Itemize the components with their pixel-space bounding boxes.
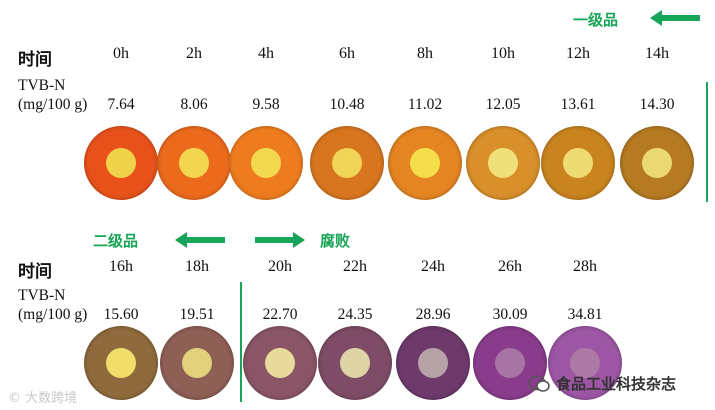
tvbn-value: 34.81 <box>567 306 603 323</box>
divider-line <box>706 82 708 202</box>
tvbn-value: 9.58 <box>252 96 280 113</box>
indicator-disc <box>229 126 303 200</box>
tvbn-value: 8.06 <box>180 96 208 113</box>
indicator-disc <box>160 326 234 400</box>
indicator-disc <box>620 126 694 200</box>
tvbn-value: 13.61 <box>560 96 596 113</box>
tvbn-label: TVB-N (mg/100 g) <box>18 77 88 113</box>
indicator-disc-center <box>265 348 295 378</box>
indicator-disc <box>157 126 231 200</box>
time-point-label: 12h <box>566 45 590 62</box>
indicator-disc-center <box>410 148 440 178</box>
indicator-disc-center <box>340 348 370 378</box>
indicator-disc-center <box>570 348 600 378</box>
indicator-disc-center <box>563 148 593 178</box>
tvbn-value: 15.60 <box>103 306 139 323</box>
tvbn-value: 19.51 <box>179 306 215 323</box>
tvbn-value: 14.30 <box>639 96 675 113</box>
time-point-label: 4h <box>258 45 274 62</box>
time-label: 时间 <box>18 262 52 282</box>
brand-watermark: 食品工业科技杂志 <box>528 373 676 394</box>
indicator-disc <box>548 326 622 400</box>
indicator-disc-center <box>488 148 518 178</box>
watermark-left: © 大数跨境 <box>8 391 78 406</box>
time-point-label: 8h <box>417 45 433 62</box>
time-point-label: 10h <box>491 45 515 62</box>
time-point-label: 16h <box>109 258 133 275</box>
tvbn-value: 22.70 <box>262 306 298 323</box>
grade-first-class-label: 一级品 <box>573 11 619 29</box>
indicator-disc-center <box>418 348 448 378</box>
indicator-disc-center <box>106 348 136 378</box>
tvbn-value: 7.64 <box>107 96 135 113</box>
indicator-disc <box>473 326 547 400</box>
tvbn-value: 28.96 <box>415 306 451 323</box>
divider-line <box>240 282 242 402</box>
indicator-disc-center <box>495 348 525 378</box>
indicator-disc <box>541 126 615 200</box>
tvbn-value: 10.48 <box>329 96 365 113</box>
time-point-label: 18h <box>185 258 209 275</box>
time-point-label: 26h <box>498 258 522 275</box>
time-point-label: 14h <box>645 45 669 62</box>
time-point-label: 2h <box>186 45 202 62</box>
tvbn-value: 30.09 <box>492 306 528 323</box>
tvbn-value: 11.02 <box>407 96 443 113</box>
time-label: 时间 <box>18 50 52 70</box>
grade-second-class-label: 二级品 <box>93 232 139 250</box>
indicator-disc-center <box>182 348 212 378</box>
time-point-label: 20h <box>268 258 292 275</box>
tvbn-label: TVB-N (mg/100 g) <box>18 287 88 323</box>
arrow-right-icon <box>255 232 305 248</box>
time-point-label: 24h <box>421 258 445 275</box>
indicator-disc-center <box>251 148 281 178</box>
indicator-disc-center <box>642 148 672 178</box>
indicator-disc-center <box>106 148 136 178</box>
time-point-label: 0h <box>113 45 129 62</box>
indicator-disc <box>388 126 462 200</box>
tvbn-value: 24.35 <box>337 306 373 323</box>
time-point-label: 22h <box>343 258 367 275</box>
arrow-left-icon <box>650 10 700 26</box>
tvbn-value: 12.05 <box>485 96 521 113</box>
time-point-label: 28h <box>573 258 597 275</box>
indicator-disc <box>318 326 392 400</box>
indicator-disc <box>310 126 384 200</box>
indicator-disc-center <box>179 148 209 178</box>
indicator-disc <box>466 126 540 200</box>
arrow-left-icon <box>175 232 225 248</box>
copyright-icon: © <box>8 391 21 406</box>
spoiled-label: 腐败 <box>320 232 351 250</box>
indicator-disc <box>84 126 158 200</box>
indicator-disc <box>396 326 470 400</box>
chat-bubble-icon <box>528 375 550 392</box>
indicator-disc-center <box>332 148 362 178</box>
time-point-label: 6h <box>339 45 355 62</box>
indicator-disc <box>243 326 317 400</box>
indicator-disc <box>84 326 158 400</box>
